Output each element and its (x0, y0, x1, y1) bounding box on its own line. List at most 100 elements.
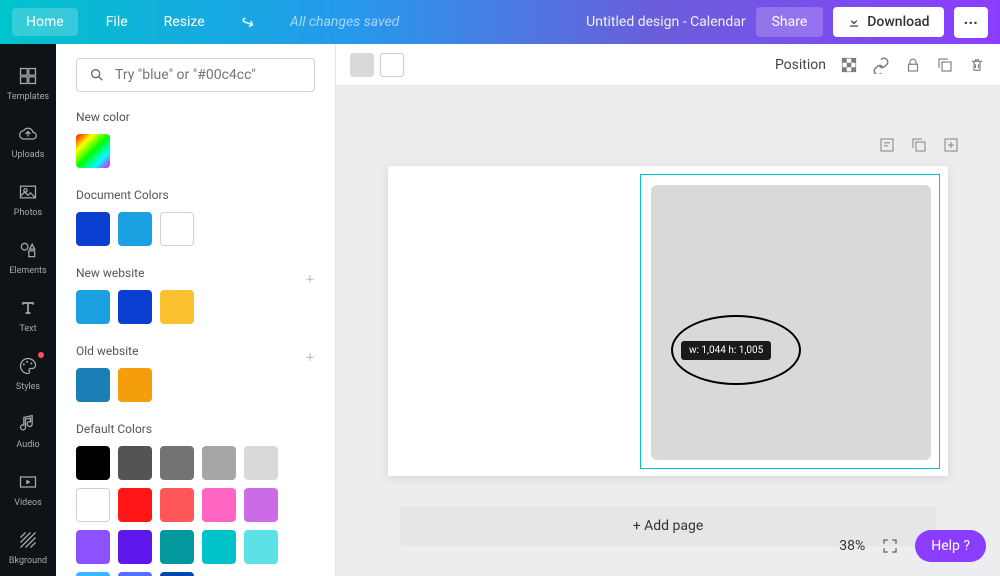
download-icon (847, 15, 861, 29)
transparency-icon[interactable] (840, 56, 858, 74)
notification-dot (38, 352, 44, 358)
color-swatch[interactable] (76, 446, 110, 480)
sidebar-item-styles[interactable]: Styles (0, 344, 56, 402)
color-swatch[interactable] (118, 212, 152, 246)
sidebar-label: Photos (14, 208, 42, 218)
current-color-swatch[interactable] (350, 53, 374, 77)
search-icon (89, 67, 105, 83)
color-swatch[interactable] (118, 446, 152, 480)
sidebar-item-videos[interactable]: Videos (0, 460, 56, 518)
search-input[interactable] (115, 67, 302, 83)
color-swatch[interactable] (160, 212, 194, 246)
color-swatch[interactable] (244, 488, 278, 522)
duplicate-icon[interactable] (936, 56, 954, 74)
new-color-picker[interactable] (76, 134, 110, 168)
zoom-level[interactable]: 38% (839, 538, 865, 554)
color-swatch[interactable] (76, 572, 110, 576)
sidebar-item-elements[interactable]: Elements (0, 228, 56, 286)
add-newweb-icon[interactable]: ＋ (305, 271, 315, 286)
text-icon (16, 296, 40, 320)
dimension-tooltip: w: 1,044 h: 1,005 (681, 341, 771, 360)
uploads-icon (16, 122, 40, 146)
bkground-icon (16, 528, 40, 552)
file-menu[interactable]: File (98, 8, 136, 36)
add-page-icon[interactable] (942, 136, 960, 154)
color-swatch[interactable] (244, 530, 278, 564)
doc-swatches (76, 212, 315, 246)
new-website-label: New website (76, 266, 144, 280)
color-swatch[interactable] (118, 488, 152, 522)
oldweb-swatches (76, 368, 315, 402)
color-swatch[interactable] (118, 572, 152, 576)
position-button[interactable]: Position (775, 57, 826, 73)
download-label: Download (867, 14, 929, 30)
photos-icon (16, 180, 40, 204)
undo-icon[interactable]: ↩ (228, 2, 266, 41)
doc-colors-label: Document Colors (76, 188, 315, 202)
page-action-icons (878, 136, 960, 154)
lock-icon[interactable] (904, 56, 922, 74)
share-button[interactable]: Share (756, 7, 824, 37)
color-swatch[interactable] (76, 212, 110, 246)
home-button[interactable]: Home (12, 8, 78, 36)
main: Templates Uploads Photos Elements Text S… (0, 44, 1000, 576)
color-swatch[interactable] (244, 446, 278, 480)
color-swatch[interactable] (118, 290, 152, 324)
download-button[interactable]: Download (833, 7, 943, 37)
selection-box[interactable]: w: 1,044 h: 1,005 (640, 174, 940, 469)
color-swatch[interactable] (76, 530, 110, 564)
duplicate-page-icon[interactable] (910, 136, 928, 154)
document-title[interactable]: Untitled design - Calendar (586, 14, 745, 30)
color-swatch[interactable] (160, 290, 194, 324)
audio-icon (16, 412, 40, 436)
sidebar-label: Templates (7, 92, 49, 102)
sidebar-label: Uploads (12, 150, 45, 160)
topbar-left: Home File Resize ↩ All changes saved (12, 7, 399, 38)
elements-icon (16, 238, 40, 262)
sidebar-item-templates[interactable]: Templates (0, 54, 56, 112)
color-swatch[interactable] (76, 488, 110, 522)
color-swatch[interactable] (160, 446, 194, 480)
canvas-page[interactable]: w: 1,044 h: 1,005 (388, 166, 948, 476)
color-swatch[interactable] (118, 368, 152, 402)
resize-menu[interactable]: Resize (156, 8, 213, 36)
selected-shape[interactable]: w: 1,044 h: 1,005 (651, 185, 931, 460)
color-swatch[interactable] (202, 488, 236, 522)
color-swatch[interactable] (160, 530, 194, 564)
canvas-area: Position w: 1,044 h: 1,005 (336, 44, 1000, 576)
delete-icon[interactable] (968, 56, 986, 74)
color-swatch[interactable] (202, 446, 236, 480)
color-swatch[interactable] (76, 290, 110, 324)
link-icon[interactable] (872, 56, 890, 74)
color-search[interactable] (76, 58, 315, 92)
color-swatch[interactable] (118, 530, 152, 564)
color-swatch[interactable] (160, 488, 194, 522)
color-panel: New color Document Colors New website＋ O… (56, 44, 336, 576)
canvas-right-tools: Position (775, 56, 986, 74)
canvas-content[interactable]: w: 1,044 h: 1,005 + Add page (336, 86, 1000, 576)
default-colors-label: Default Colors (76, 422, 315, 436)
sidebar-item-uploads[interactable]: Uploads (0, 112, 56, 170)
sidebar-item-audio[interactable]: Audio (0, 402, 56, 460)
color-swatch[interactable] (202, 530, 236, 564)
current-swatches (350, 53, 404, 77)
current-color-swatch[interactable] (380, 53, 404, 77)
notes-icon[interactable] (878, 136, 896, 154)
help-button[interactable]: Help ? (915, 530, 986, 562)
sidebar-item-bkground[interactable]: Bkground (0, 518, 56, 576)
sidebar-item-photos[interactable]: Photos (0, 170, 56, 228)
styles-icon (16, 354, 40, 378)
save-status: All changes saved (290, 14, 399, 30)
topbar: Home File Resize ↩ All changes saved Unt… (0, 0, 1000, 44)
sidebar-label: Text (19, 324, 36, 334)
color-swatch[interactable] (160, 572, 194, 576)
fullscreen-icon[interactable] (881, 537, 899, 555)
canvas-toolbar: Position (336, 44, 1000, 86)
more-button[interactable]: ··· (954, 7, 988, 38)
add-oldweb-icon[interactable]: ＋ (305, 349, 315, 364)
sidebar-label: Elements (9, 266, 46, 276)
color-swatch[interactable] (76, 368, 110, 402)
templates-icon (16, 64, 40, 88)
sidebar-label: Audio (16, 440, 39, 450)
sidebar-item-text[interactable]: Text (0, 286, 56, 344)
